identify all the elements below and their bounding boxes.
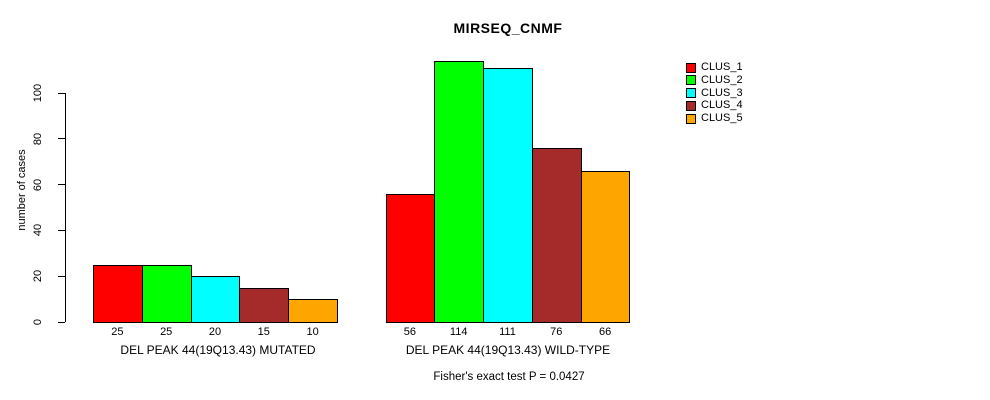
bar-clus_3-group1 (190, 276, 241, 323)
legend-swatch-clus_2 (686, 75, 696, 86)
y-tick-20 (58, 275, 65, 277)
y-tick-100 (58, 92, 65, 94)
bar-clus_2-group1 (141, 264, 192, 323)
bar-clus_5-group1 (288, 299, 338, 323)
y-tick-40 (58, 229, 65, 231)
legend-label: CLUS_5 (701, 112, 743, 125)
bar-clus_4-group2 (531, 147, 582, 323)
y-tick-label-40: 40 (32, 224, 44, 237)
bar-value-label: 10 (306, 326, 319, 338)
bar-value-label: 25 (111, 326, 124, 338)
y-tick-label-100: 100 (32, 83, 44, 103)
legend-label: CLUS_1 (701, 61, 743, 73)
legend-item-clus_3: CLUS_3 (686, 86, 743, 99)
bar-value-label: 66 (598, 326, 612, 338)
bar-value-label: 114 (449, 326, 468, 338)
legend-label: CLUS_4 (701, 99, 743, 112)
y-tick-label-80: 80 (32, 132, 44, 145)
bar-clus_3-group2 (483, 67, 533, 323)
y-tick-80 (58, 138, 65, 140)
bar-clus_5-group2 (580, 170, 631, 323)
y-tick-60 (58, 184, 65, 186)
legend-swatch-clus_3 (686, 88, 696, 99)
y-tick-0 (58, 321, 65, 323)
legend-swatch-clus_4 (686, 100, 696, 111)
legend-item-clus_2: CLUS_2 (686, 73, 743, 86)
bar-clus_4-group1 (239, 287, 290, 323)
bar-clus_1-group2 (385, 193, 436, 323)
group-label-mutated: DEL PEAK 44(19Q13.43) MUTATED (120, 343, 316, 357)
bar-value-label: 56 (403, 326, 417, 338)
chart-title: MIRSEQ_CNMF (453, 20, 563, 36)
y-tick-label-20: 20 (32, 270, 44, 283)
legend-label: CLUS_3 (701, 86, 743, 99)
bar-clus_2-group2 (434, 60, 485, 323)
bar-value-label: 20 (208, 326, 222, 338)
y-tick-label-60: 60 (32, 178, 44, 191)
y-axis-label: number of cases (16, 149, 28, 231)
y-axis-line (65, 93, 66, 322)
legend-item-clus_5: CLUS_5 (686, 113, 743, 124)
bar-value-label: 15 (257, 326, 270, 338)
bar-value-label: 25 (160, 326, 173, 338)
legend-item-clus_4: CLUS_4 (686, 100, 743, 111)
y-tick-label-0: 0 (32, 318, 44, 326)
legend-item-clus_1: CLUS_1 (686, 62, 743, 73)
fisher-test-annotation: Fisher's exact test P = 0.0427 (433, 371, 585, 383)
bar-value-label: 76 (550, 326, 563, 338)
legend-swatch-clus_5 (686, 113, 696, 124)
bar-clus_1-group1 (93, 264, 143, 323)
legend-label: CLUS_2 (701, 73, 743, 86)
bar-value-label: 111 (499, 326, 516, 338)
legend-swatch-clus_1 (686, 62, 696, 73)
group-label-wild-type: DEL PEAK 44(19Q13.43) WILD-TYPE (405, 343, 611, 357)
